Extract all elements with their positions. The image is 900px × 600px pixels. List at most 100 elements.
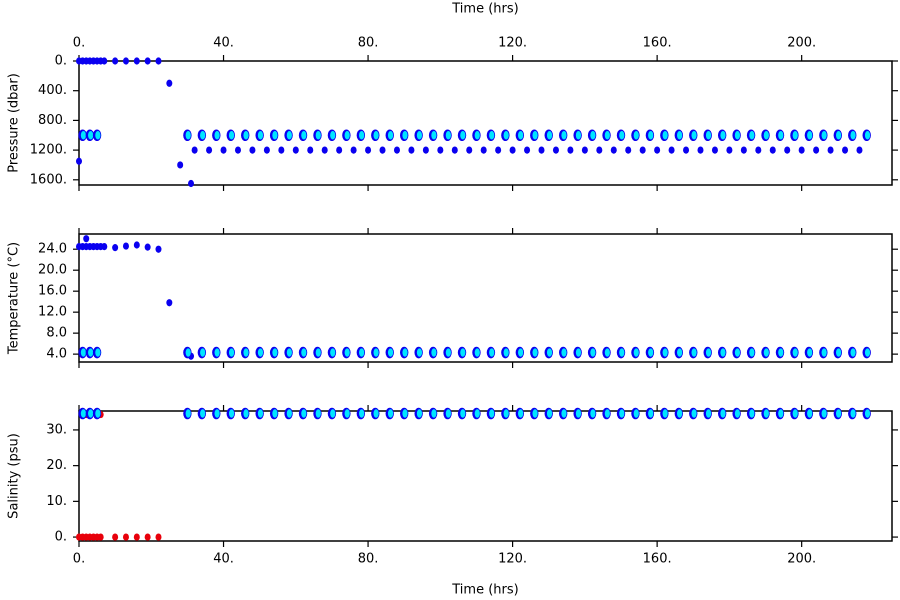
- x-tick-label: 120.: [498, 36, 527, 51]
- point: [660, 129, 669, 142]
- point-core: [95, 409, 101, 418]
- x-axis-title: Time (hrs): [451, 2, 518, 17]
- point: [848, 129, 857, 142]
- point: [833, 129, 842, 142]
- point: [342, 407, 351, 420]
- point: [645, 407, 655, 420]
- point-core: [648, 348, 654, 357]
- point: [428, 346, 438, 359]
- point-core: [200, 409, 206, 418]
- point-core: [720, 409, 726, 418]
- point: [755, 146, 762, 154]
- point: [284, 129, 293, 142]
- point: [183, 407, 192, 420]
- point: [457, 407, 467, 420]
- point: [313, 407, 322, 420]
- point: [414, 346, 423, 359]
- point-core: [387, 409, 394, 418]
- y-tick-label: 20.0: [38, 263, 67, 278]
- point-core: [220, 146, 227, 154]
- point: [298, 346, 308, 359]
- point: [371, 129, 380, 142]
- point-core: [662, 348, 668, 357]
- point-core: [112, 533, 119, 541]
- point: [414, 129, 423, 142]
- point: [689, 346, 698, 359]
- point: [400, 129, 409, 142]
- point-core: [272, 348, 278, 357]
- point: [212, 407, 221, 420]
- point-core: [836, 348, 842, 357]
- x-tick-label: 120.: [498, 552, 527, 567]
- point: [544, 407, 553, 420]
- point-core: [807, 348, 813, 357]
- point-core: [581, 146, 588, 154]
- point-core: [144, 57, 151, 65]
- point-core: [307, 146, 314, 154]
- point: [365, 146, 372, 154]
- point: [761, 407, 770, 420]
- point-core: [654, 146, 661, 154]
- point: [92, 407, 102, 420]
- point-core: [778, 131, 784, 140]
- point-core: [567, 146, 574, 154]
- point-core: [778, 348, 784, 357]
- point-core: [214, 131, 220, 140]
- point-core: [416, 131, 423, 140]
- point-core: [532, 409, 538, 418]
- point-core: [705, 348, 712, 357]
- point: [790, 346, 799, 359]
- point-core: [373, 348, 379, 357]
- point: [775, 407, 785, 420]
- point: [573, 129, 582, 142]
- point: [740, 146, 747, 154]
- point-core: [532, 131, 538, 140]
- point: [197, 346, 207, 359]
- point: [558, 129, 568, 142]
- point-core: [763, 409, 769, 418]
- point: [587, 129, 597, 142]
- point: [530, 129, 539, 142]
- point-core: [451, 146, 458, 154]
- point-core: [546, 348, 553, 357]
- point-core: [95, 131, 101, 140]
- point-core: [144, 533, 151, 541]
- point: [144, 533, 151, 541]
- point: [292, 146, 299, 154]
- point: [307, 146, 314, 154]
- point: [602, 346, 611, 359]
- point: [602, 407, 611, 420]
- point-core: [97, 533, 104, 541]
- point: [804, 407, 814, 420]
- point: [833, 407, 842, 420]
- point: [85, 407, 95, 420]
- point: [155, 245, 162, 253]
- y-tick-label: 24.0: [38, 242, 67, 257]
- point: [188, 179, 195, 188]
- point: [833, 346, 842, 359]
- point-core: [749, 131, 755, 140]
- point-core: [474, 131, 480, 140]
- point-core: [286, 409, 292, 418]
- point-core: [373, 409, 379, 418]
- point: [501, 346, 510, 359]
- y-tick-label: 20.: [46, 458, 67, 473]
- point-core: [243, 348, 249, 357]
- point-core: [662, 409, 668, 418]
- point-core: [315, 131, 321, 140]
- point: [558, 407, 568, 420]
- point-core: [734, 348, 741, 357]
- point: [587, 346, 597, 359]
- point-core: [286, 348, 292, 357]
- point: [654, 146, 661, 154]
- point-core: [466, 146, 473, 154]
- point: [183, 129, 192, 142]
- point: [472, 346, 481, 359]
- point: [76, 157, 82, 165]
- point-core: [720, 131, 726, 140]
- point-core: [422, 146, 429, 154]
- point: [269, 346, 279, 359]
- point-core: [234, 146, 241, 154]
- point-core: [344, 348, 350, 357]
